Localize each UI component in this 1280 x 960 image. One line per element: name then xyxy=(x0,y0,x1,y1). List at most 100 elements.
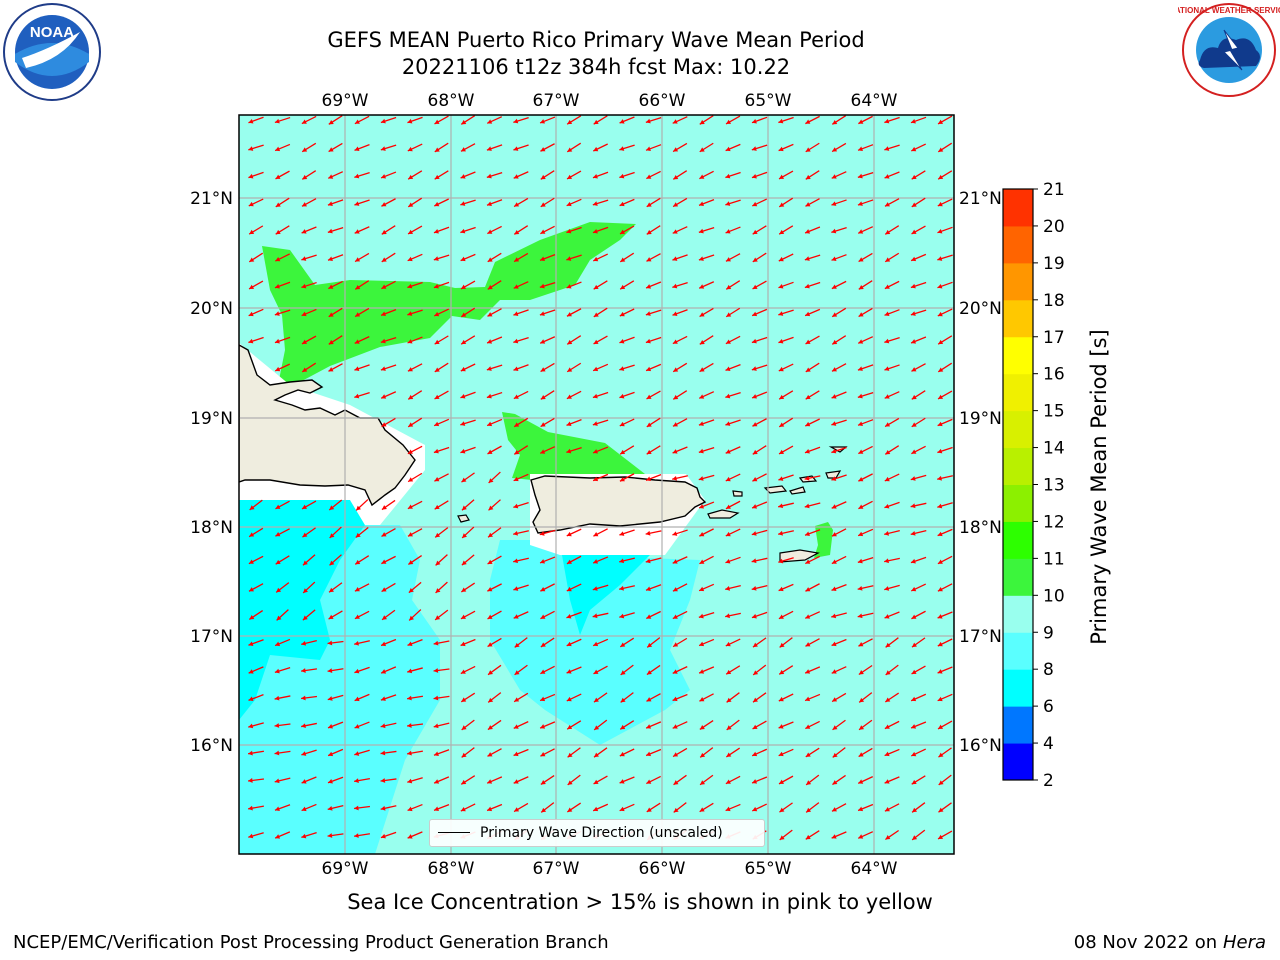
wave-arrow-head xyxy=(354,805,359,811)
wave-arrow-head xyxy=(275,532,281,537)
wave-arrow-head xyxy=(540,229,546,234)
wave-arrow-head xyxy=(566,256,572,261)
lon-label: 64°W xyxy=(851,91,898,111)
wave-arrow-head xyxy=(275,256,281,262)
wave-arrow-head xyxy=(275,229,281,235)
wave-arrow-head xyxy=(672,283,678,289)
period-8-9-region-south-pr xyxy=(490,540,700,745)
wave-arrow-head xyxy=(725,229,731,234)
wave-arrow-head xyxy=(274,283,280,289)
wave-arrow-head xyxy=(699,339,705,345)
wave-arrow-head xyxy=(805,696,811,702)
wave-arrow-head xyxy=(274,695,280,701)
wave-arrow-head xyxy=(831,504,837,509)
wave-arrow-head xyxy=(248,833,254,839)
wave-arrow-head xyxy=(937,503,943,509)
wave-arrow-head xyxy=(672,119,678,124)
wave-arrow-head xyxy=(248,173,254,179)
wave-arrow-head xyxy=(911,642,917,648)
lat-label: 16°N xyxy=(190,736,233,756)
wave-arrow-head xyxy=(699,807,705,812)
wave-arrow-head xyxy=(884,311,890,317)
wave-arrow-head xyxy=(380,750,386,756)
wave-arrow-head xyxy=(885,229,891,235)
wave-arrow-head xyxy=(938,807,944,813)
wave-arrow-head xyxy=(381,229,387,235)
wave-arrow-head xyxy=(646,614,652,619)
wave-arrow-head xyxy=(858,806,864,812)
wave-arrow-head xyxy=(726,752,732,757)
colorbar-segment xyxy=(1003,225,1033,264)
wave-arrow-head xyxy=(540,339,546,344)
wave-arrow-head xyxy=(407,532,413,537)
wave-arrow-head xyxy=(513,503,519,509)
wave-arrow-head xyxy=(937,475,942,481)
wave-arrow-head xyxy=(566,284,572,289)
wave-arrow-head xyxy=(725,449,731,454)
wave-arrow-head xyxy=(885,642,891,648)
wave-arrow-head xyxy=(805,642,811,647)
wave-arrow-head xyxy=(328,339,334,345)
wave-arrow-head xyxy=(910,503,916,509)
wave-arrow-head xyxy=(619,201,625,207)
wave-arrow-head xyxy=(434,394,440,399)
wave-arrow-head xyxy=(699,284,705,289)
wave-arrow-head xyxy=(779,422,785,427)
wave-arrow-head xyxy=(885,670,891,675)
lon-labels-bottom: 69°W 68°W 67°W 66°W 65°W 64°W xyxy=(322,859,898,879)
wave-arrow-head xyxy=(752,806,758,812)
wave-arrow-head xyxy=(301,668,306,673)
lat-labels-left: 16°N 17°N 18°N 19°N 20°N 21°N xyxy=(190,189,233,756)
wave-arrow-head xyxy=(301,311,307,317)
wave-arrow-head xyxy=(805,531,810,537)
wave-arrow-head xyxy=(778,338,784,344)
wave-arrow-head xyxy=(884,146,890,151)
wave-arrow-head xyxy=(434,477,440,482)
wave-arrow-head xyxy=(911,614,917,619)
wave-arrow-head xyxy=(248,696,254,702)
wave-arrow-head xyxy=(381,641,387,647)
wave-arrow-head xyxy=(302,339,307,344)
wave-arrow-head xyxy=(831,669,837,674)
wave-arrow-head xyxy=(381,559,387,564)
wave-arrow-head xyxy=(461,725,467,730)
wave-arrow-head xyxy=(884,476,890,482)
wave-arrow-head xyxy=(435,588,441,593)
wave-arrow-head xyxy=(433,448,439,454)
wave-arrow-head xyxy=(804,475,810,481)
colorbar-tick-label: 20 xyxy=(1043,217,1065,237)
wave-arrow-head xyxy=(620,257,626,262)
wave-arrow-head xyxy=(725,806,731,812)
wave-arrow-head xyxy=(910,558,916,564)
lon-labels-top: 69°W 68°W 67°W 66°W 65°W 64°W xyxy=(322,91,898,111)
wave-arrow-head xyxy=(302,532,308,538)
wave-arrow-head xyxy=(831,394,837,399)
wave-arrow-head xyxy=(249,284,255,289)
wave-arrow-head xyxy=(885,697,891,702)
wave-arrow-head xyxy=(938,394,944,399)
wave-arrow-head xyxy=(513,476,519,482)
chart-subtitle: 20221106 t12z 384h fcst Max: 10.22 xyxy=(401,55,791,79)
sea-ice-note: Sea Ice Concentration > 15% is shown in … xyxy=(347,890,933,914)
wave-arrow-head xyxy=(381,174,387,179)
wave-arrow-head xyxy=(857,173,863,179)
wave-arrow-head xyxy=(646,697,652,702)
wave-arrow-head xyxy=(619,806,625,812)
wave-arrow-head xyxy=(514,807,520,812)
wave-arrow-head xyxy=(434,806,439,812)
wave-arrow-head xyxy=(327,256,333,262)
wave-arrow-head xyxy=(778,146,784,152)
wave-arrow-head xyxy=(328,751,334,757)
wave-arrow-head xyxy=(566,201,572,207)
wave-arrow-head xyxy=(805,394,811,400)
wave-arrow-head xyxy=(460,614,466,619)
lat-label: 20°N xyxy=(959,299,1002,319)
wave-arrow-head xyxy=(751,146,757,151)
wave-arrow-head xyxy=(937,228,943,234)
wave-arrow-head xyxy=(407,695,412,701)
wave-arrow-head xyxy=(859,697,865,703)
wave-arrow-head xyxy=(646,394,652,399)
wave-arrow-head xyxy=(407,256,413,262)
wave-arrow-head xyxy=(751,613,757,619)
wave-arrow-head xyxy=(461,505,467,511)
